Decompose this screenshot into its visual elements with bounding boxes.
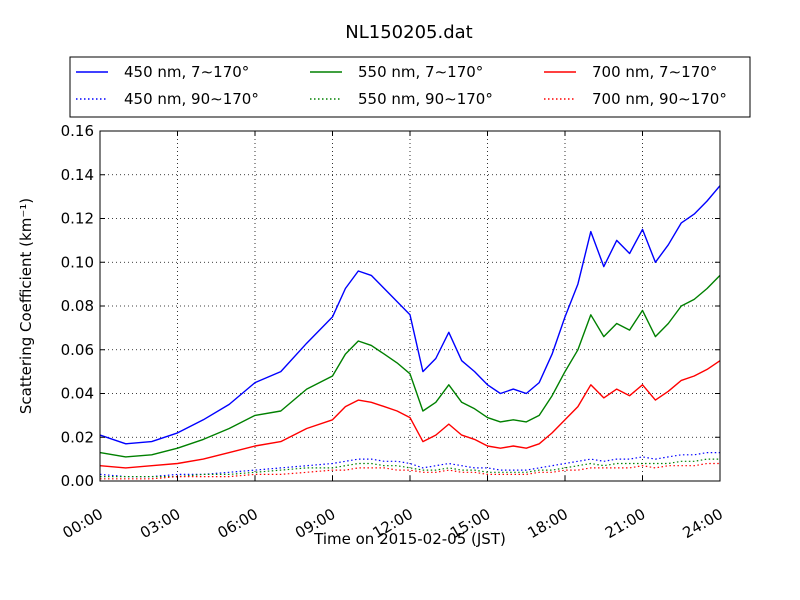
y-tick-label: 0.16 [61, 122, 94, 140]
legend: 450 nm, 7∼170° 550 nm, 7∼170° 700 nm, 7∼17… [69, 56, 751, 118]
x-tick-label: 24:00 [680, 505, 726, 542]
y-tick-label: 0.08 [61, 297, 94, 315]
chart-title: NL150205.dat [345, 22, 472, 43]
x-axis-label: Time on 2015-02-05 (JST) [313, 530, 506, 548]
series-line-1 [99, 452, 720, 478]
x-tick-label: 00:00 [60, 505, 106, 542]
x-tick-label: 21:00 [602, 505, 648, 542]
legend-box [69, 56, 751, 118]
legend-label-2: 550 nm, 7∼170° [358, 63, 483, 81]
series-group [99, 185, 721, 480]
y-axis: 0.00 0.02 0.04 0.06 0.08 0.10 0.12 0.14 0.16 [61, 122, 720, 490]
legend-label-4: 700 nm, 7∼170° [592, 63, 717, 81]
legend-label-1: 450 nm, 90∼170° [124, 90, 259, 108]
series-line-0 [99, 185, 721, 445]
x-axis: 00:00 03:00 06:00 09:00 12:00 15:00 18:00 21:00… [60, 131, 726, 542]
y-tick-label: 0.04 [61, 385, 94, 403]
y-tick-label: 0.00 [61, 472, 94, 490]
y-tick-label: 0.10 [61, 253, 94, 271]
series-line-3 [100, 458, 720, 478]
y-tick-label: 0.02 [61, 428, 94, 446]
series-line-2 [99, 274, 721, 458]
series-line-5 [100, 462, 720, 480]
y-tick-label: 0.14 [61, 166, 94, 184]
legend-label-3: 550 nm, 90∼170° [358, 90, 493, 108]
grid [99, 130, 721, 482]
y-tick-label: 0.12 [61, 210, 94, 228]
series-line-4 [99, 360, 721, 469]
x-tick-label: 18:00 [525, 505, 571, 542]
x-tick-label: 03:00 [137, 505, 183, 542]
legend-label-5: 700 nm, 90∼170° [592, 90, 727, 108]
y-tick-label: 0.06 [61, 341, 94, 359]
y-axis-label: Scattering Coefficient (km⁻¹) [17, 198, 35, 414]
x-tick-label: 06:00 [215, 505, 261, 542]
legend-label-0: 450 nm, 7∼170° [124, 63, 249, 81]
